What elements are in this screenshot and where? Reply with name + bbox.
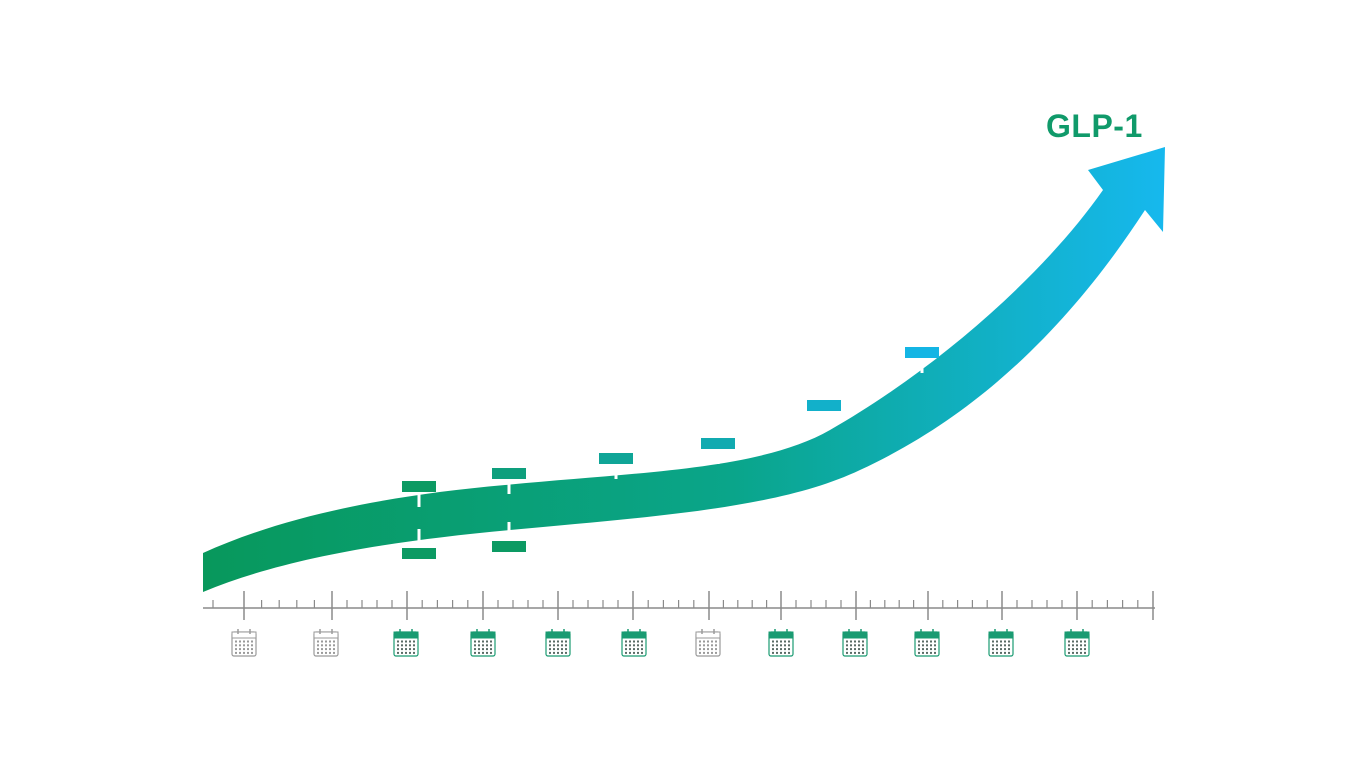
milestone-marker	[905, 347, 939, 373]
calendar-icon	[393, 629, 419, 657]
calendar-icon	[231, 629, 257, 657]
calendar-icon	[842, 629, 868, 657]
milestone-marker	[492, 468, 526, 494]
calendar-icon	[914, 629, 940, 657]
milestone-marker-below	[492, 522, 526, 552]
milestone-marker	[402, 481, 436, 507]
calendar-icon	[988, 629, 1014, 657]
timeline-axis	[203, 591, 1155, 620]
milestone-marker	[701, 438, 735, 464]
growth-arrow	[203, 147, 1165, 592]
milestone-marker	[807, 400, 841, 426]
calendar-icon	[313, 629, 339, 657]
calendar-icon	[470, 629, 496, 657]
calendar-icon	[621, 629, 647, 657]
calendar-icon	[1064, 629, 1090, 657]
milestone-marker-below	[402, 529, 436, 559]
milestone-markers	[402, 347, 939, 559]
calendar-icon	[695, 629, 721, 657]
calendar-icon	[768, 629, 794, 657]
calendar-icon	[545, 629, 571, 657]
calendar-row	[231, 629, 1090, 657]
diagram-title: GLP-1	[1046, 108, 1143, 144]
milestone-marker	[599, 453, 633, 479]
